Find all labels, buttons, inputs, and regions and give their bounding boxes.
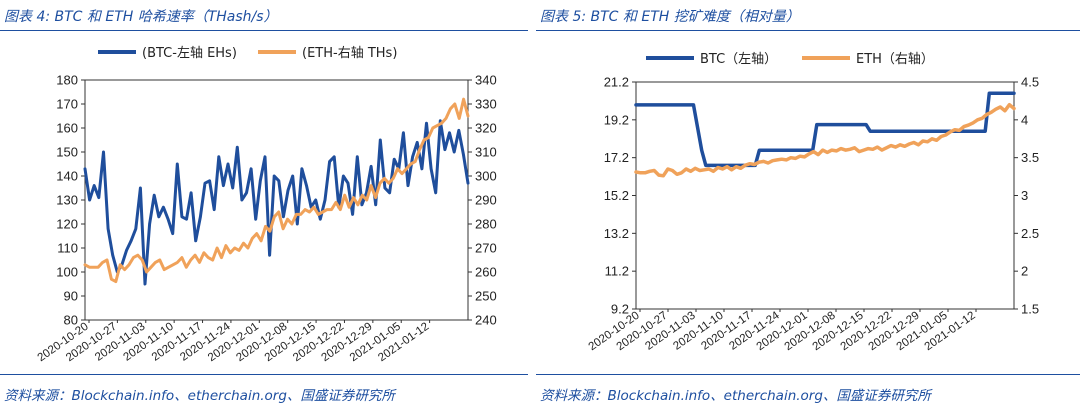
right-axis-tick-label: 4.5 bbox=[1021, 75, 1039, 90]
right-bottom-rule bbox=[536, 374, 1080, 375]
right-axis-tick-label: 2.5 bbox=[1021, 226, 1039, 241]
left-axis-tick-label: 9.2 bbox=[611, 302, 629, 317]
left-axis-tick-label: 17.2 bbox=[604, 150, 629, 165]
right-top-rule bbox=[536, 30, 1080, 31]
right-axis-tick-label: 3.5 bbox=[1021, 150, 1039, 165]
left-axis-tick-label: 140 bbox=[56, 169, 78, 184]
left-axis-tick-label: 110 bbox=[57, 241, 78, 256]
left-axis-tick-label: 11.2 bbox=[605, 264, 629, 279]
left-axis-tick-label: 170 bbox=[56, 97, 78, 112]
difficulty-chart: 9.2 11.2 13.2 15.2 17.2 19.2 21.2 1.5 2 2.5 3 3.5 4 4… bbox=[587, 52, 1039, 353]
left-axis-tick-label: 120 bbox=[56, 217, 78, 232]
right-axis-tick-label: 310 bbox=[475, 145, 497, 160]
left-axis-tick-label: 160 bbox=[56, 121, 78, 136]
right-axis-tick-label: 330 bbox=[475, 97, 497, 112]
right-axis-tick-label: 2 bbox=[1021, 264, 1028, 279]
eth-series-line bbox=[634, 102, 1016, 178]
right-axis-tick-label: 3 bbox=[1021, 188, 1028, 203]
left-chart-panel: 图表 4: BTC 和 ETH 哈希速率（THash/s） 80 90 100 110… bbox=[0, 0, 528, 409]
right-axis-tick-label: 270 bbox=[475, 241, 497, 256]
right-axis-tick-label: 260 bbox=[475, 265, 497, 280]
plot-frame bbox=[635, 81, 1015, 310]
right-axis-tick-label: 290 bbox=[475, 193, 497, 208]
left-axis-tick-label: 21.2 bbox=[604, 75, 629, 90]
legend-label: (ETH-右轴 THs) bbox=[302, 46, 397, 61]
right-axis-tick-label: 240 bbox=[475, 313, 497, 328]
left-axis-tick-label: 180 bbox=[56, 73, 78, 88]
left-axis-tick-label: 100 bbox=[56, 265, 78, 280]
right-chart-title: 图表 5: BTC 和 ETH 挖矿难度（相对量） bbox=[540, 9, 800, 25]
btc-series-line bbox=[83, 119, 470, 286]
right-axis-tick-label: 4 bbox=[1021, 112, 1028, 127]
left-bottom-rule bbox=[0, 374, 528, 375]
right-axis-tick-label: 300 bbox=[475, 169, 497, 184]
right-axis-tick-label: 250 bbox=[475, 289, 497, 304]
eth-series-line bbox=[83, 97, 470, 284]
left-axis-tick-label: 15.2 bbox=[604, 188, 629, 203]
btc-series-line bbox=[634, 91, 1016, 168]
left-axis-tick-label: 19.2 bbox=[604, 112, 629, 127]
legend-label: (BTC-左轴 EHs) bbox=[142, 46, 237, 61]
left-axis-tick-label: 80 bbox=[64, 313, 78, 328]
right-source-note: 资料来源：Blockchain.info、etherchain.org、国盛证券… bbox=[540, 388, 931, 404]
left-chart-title: 图表 4: BTC 和 ETH 哈希速率（THash/s） bbox=[4, 9, 278, 25]
left-top-rule bbox=[0, 30, 528, 31]
right-axis-tick-label: 1.5 bbox=[1021, 302, 1039, 317]
left-source-note: 资料来源：Blockchain.info、etherchain.org、国盛证券… bbox=[4, 388, 395, 404]
left-axis-tick-label: 150 bbox=[56, 145, 78, 160]
right-axis-tick-label: 340 bbox=[475, 73, 497, 88]
right-axis-tick-label: 280 bbox=[475, 217, 497, 232]
legend-label: ETH（右轴） bbox=[856, 52, 934, 67]
right-axis-tick-label: 320 bbox=[475, 121, 497, 136]
left-axis-tick-label: 130 bbox=[56, 193, 78, 208]
right-chart-panel: 图表 5: BTC 和 ETH 挖矿难度（相对量） 9.2 11.2 13.2 15.… bbox=[536, 0, 1080, 409]
hashrate-chart: 80 90 100 110 120 130 140 150 160 170 180 240 250 260… bbox=[36, 46, 497, 364]
left-axis-tick-label: 90 bbox=[64, 289, 78, 304]
left-axis-tick-label: 13.2 bbox=[604, 226, 629, 241]
legend-label: BTC（左轴） bbox=[700, 52, 777, 67]
